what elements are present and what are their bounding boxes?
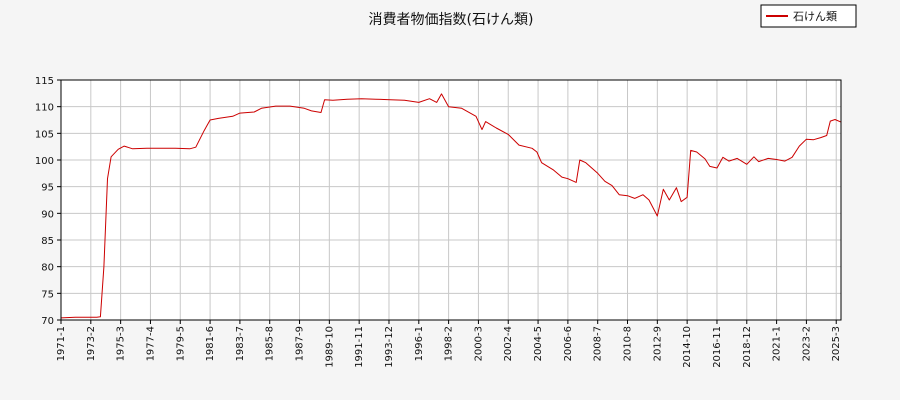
x-tick-label: 2012-9 xyxy=(652,326,663,361)
x-tick-label: 2023-2 xyxy=(801,326,812,361)
x-tick-label: 2014-10 xyxy=(682,326,693,368)
x-tick-label: 1991-11 xyxy=(354,326,365,368)
x-tick-label: 2010-8 xyxy=(623,326,634,361)
y-tick-label: 85 xyxy=(41,236,54,247)
x-tick-label: 1985-8 xyxy=(265,326,276,361)
legend-box xyxy=(760,4,857,28)
series-line-0 xyxy=(60,93,842,319)
legend-label: 石けん類 xyxy=(793,10,837,23)
x-tick-label: 2021-1 xyxy=(772,326,783,361)
x-tick-label: 2006-6 xyxy=(563,326,574,361)
x-tick-label: 1973-2 xyxy=(86,326,97,361)
x-tick-label: 1981-6 xyxy=(205,326,216,361)
y-tick-label: 90 xyxy=(41,209,54,220)
y-tick-label: 110 xyxy=(35,103,54,114)
x-tick-label: 1987-9 xyxy=(295,326,306,361)
x-tick-label: 2000-3 xyxy=(473,326,484,361)
y-tick-label: 80 xyxy=(41,263,54,274)
x-tick-label: 1975-3 xyxy=(116,326,127,361)
y-tick-label: 100 xyxy=(35,156,54,167)
x-tick-label: 1971-1 xyxy=(56,326,67,361)
x-tick-label: 1977-4 xyxy=(145,326,156,361)
series-layer xyxy=(60,93,842,319)
x-tick-label: 2004-5 xyxy=(533,326,544,361)
chart-title: 消費者物価指数(石けん類) xyxy=(369,12,534,28)
x-tick-label: 2018-12 xyxy=(742,326,753,368)
x-axis-ticks: 1971-1 1973-2 1975-3 1977-4 1979-5 1981-6 1983… xyxy=(56,320,842,368)
x-tick-label: 1989-10 xyxy=(324,326,335,368)
y-tick-label: 70 xyxy=(41,316,54,327)
y-tick-label: 75 xyxy=(41,289,54,300)
plot-area xyxy=(61,80,841,320)
y-axis-ticks: 70 75 80 85 90 95 100 105 110 115 xyxy=(35,76,61,327)
plot-frame xyxy=(60,79,842,321)
x-tick-label: 1983-7 xyxy=(235,326,246,361)
legend: 石けん類 xyxy=(760,4,857,28)
y-tick-label: 115 xyxy=(35,76,54,87)
x-tick-label: 2008-7 xyxy=(593,326,604,361)
y-tick-label: 105 xyxy=(35,129,54,140)
x-tick-label: 1998-2 xyxy=(444,326,455,361)
x-tick-label: 2002-4 xyxy=(503,326,514,361)
x-tick-label: 2025-3 xyxy=(831,326,842,361)
grid-layer xyxy=(60,79,841,321)
x-tick-label: 1996-1 xyxy=(414,326,425,361)
x-tick-label: 1979-5 xyxy=(175,326,186,361)
x-tick-label: 2016-11 xyxy=(712,326,723,368)
x-tick-label: 1993-12 xyxy=(384,326,395,368)
y-tick-label: 95 xyxy=(41,183,54,194)
